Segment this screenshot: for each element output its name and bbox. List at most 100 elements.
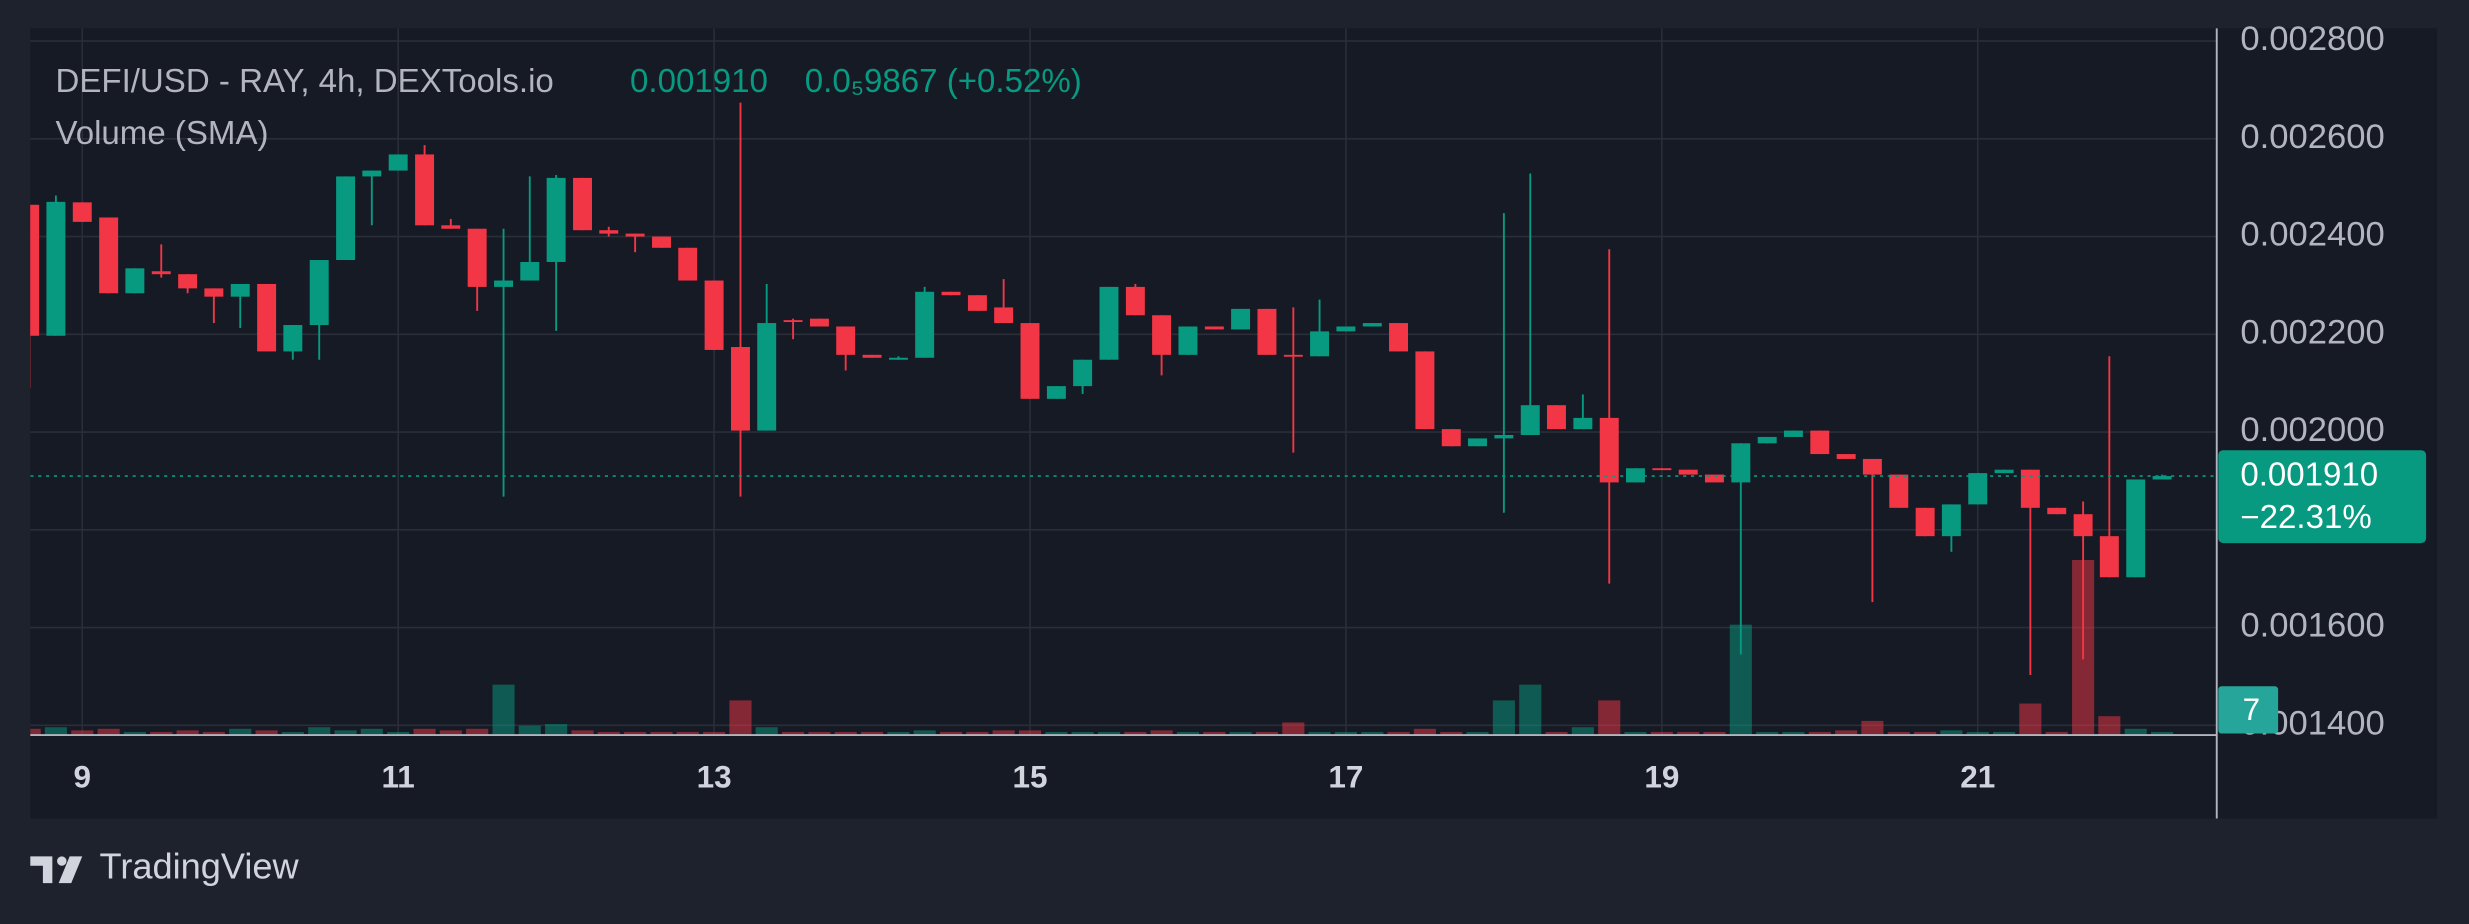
volume-bar	[439, 730, 462, 736]
candle-body	[757, 323, 777, 431]
candle-body	[125, 268, 145, 294]
candle-body	[1046, 386, 1066, 399]
volume-bar	[150, 731, 173, 736]
volume-bar	[861, 731, 884, 736]
volume-bar	[492, 684, 515, 736]
volume-bar	[1203, 731, 1226, 736]
volume-bar	[1782, 731, 1805, 736]
y-tick-label: 0.002600	[2240, 118, 2384, 156]
volume-bar	[1466, 731, 1489, 736]
candle-body	[836, 326, 856, 355]
candle-body	[2099, 536, 2119, 578]
candle-body	[1125, 286, 1145, 316]
candle-body	[441, 225, 461, 229]
price-badge-change: −22.31%	[2240, 499, 2371, 536]
volume-bar	[71, 730, 94, 736]
candle-body	[1415, 351, 1435, 430]
volume-bar	[1835, 730, 1858, 736]
volume-badge	[2218, 686, 2279, 734]
volume-bar	[887, 731, 910, 736]
volume-bar	[1176, 731, 1200, 736]
volume-bar	[308, 727, 331, 736]
x-tick-label: 11	[382, 759, 415, 794]
candle-body	[625, 233, 645, 237]
candle-body	[2152, 476, 2172, 480]
candle-body	[309, 260, 329, 326]
candle-body	[2020, 469, 2040, 508]
candle-body	[652, 236, 671, 248]
candle-body	[204, 288, 224, 297]
candle-body	[967, 295, 987, 311]
candle-body	[1257, 308, 1277, 355]
volume-bar	[518, 725, 541, 736]
volume-bar	[202, 731, 225, 736]
candle-body	[230, 283, 250, 297]
volume-bar	[255, 730, 278, 736]
candle-body	[1731, 443, 1751, 483]
candle-body	[415, 154, 435, 226]
candle-body	[1915, 507, 1935, 537]
candle-body	[99, 217, 119, 294]
candle-body	[915, 291, 935, 358]
volume-bar	[782, 731, 805, 736]
volume-bar	[1282, 722, 1305, 736]
volume-bar	[1413, 728, 1436, 736]
volume-bar	[2151, 731, 2174, 736]
volume-bar	[1124, 731, 1147, 736]
candle-body	[809, 318, 829, 327]
candle-body	[2047, 507, 2067, 515]
candle-body	[1862, 458, 1882, 475]
candle-body	[1336, 326, 1356, 332]
candle-body	[783, 320, 803, 323]
volume-bar	[1361, 731, 1384, 736]
volume-bar	[1492, 700, 1515, 736]
candle-body	[72, 202, 92, 222]
volume-bar	[466, 728, 489, 736]
volume-bar	[123, 731, 146, 736]
candle-body	[1468, 438, 1487, 447]
logo: TradingView	[30, 845, 300, 886]
volume-bar	[1334, 731, 1357, 736]
change: 0.0₅9867 (+0.52%)	[805, 63, 1082, 100]
candle-body	[467, 228, 487, 287]
candle-body	[1704, 474, 1724, 483]
candle-body	[888, 357, 908, 360]
candle-body	[1994, 469, 2014, 474]
candle-body	[1783, 430, 1803, 437]
volume-bar	[1308, 731, 1331, 736]
volume-bar	[939, 731, 963, 736]
candles	[30, 102, 2217, 675]
x-tick-label: 19	[1644, 759, 1679, 794]
volume-bar	[1887, 731, 1910, 736]
volume-bar	[1624, 731, 1647, 736]
candle-body	[1625, 468, 1645, 483]
logo-icon	[30, 856, 53, 884]
volume-bar	[1571, 727, 1594, 736]
volume-bar	[624, 731, 647, 736]
volume-bar	[281, 731, 304, 736]
candle-body	[1178, 326, 1198, 355]
volume-bar	[1018, 730, 1042, 736]
x-tick-label: 13	[697, 759, 732, 794]
candle-body	[1283, 354, 1303, 357]
candle-body	[2126, 479, 2146, 578]
volume-bar	[1914, 731, 1937, 736]
volume-bar	[1545, 731, 1568, 736]
volume-bar	[1071, 731, 1094, 736]
candle-body	[1652, 468, 1672, 471]
candle-body	[1573, 417, 1593, 430]
candle-body	[494, 280, 514, 287]
candle-body	[520, 261, 540, 281]
volume-bar	[1440, 731, 1463, 736]
brand: TradingView	[100, 845, 300, 886]
candle-body	[336, 176, 356, 261]
volume-bar	[229, 728, 252, 736]
candle-body	[283, 325, 303, 352]
candle-body	[1836, 454, 1856, 459]
volume-bar	[545, 724, 568, 736]
candle-body	[1441, 429, 1461, 447]
volume-bar	[1045, 731, 1068, 736]
candle-body	[678, 247, 698, 281]
